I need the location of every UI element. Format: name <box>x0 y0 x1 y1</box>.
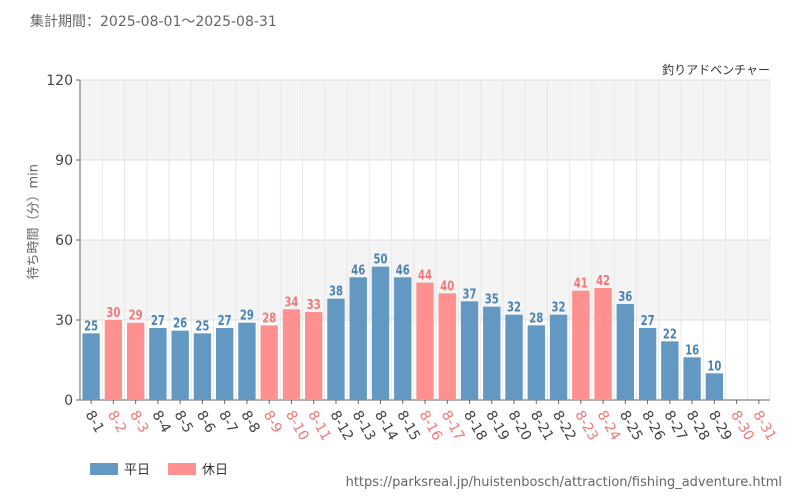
legend-holiday-label: 休日 <box>202 459 228 478</box>
source-url: https://parksreal.jp/huistenbosch/attrac… <box>346 475 782 490</box>
x-tick-label-8-9: 8-9 <box>260 408 285 436</box>
bar-8-14 <box>372 267 389 400</box>
bar-8-16 <box>416 283 433 400</box>
bar-8-26 <box>639 328 656 400</box>
bar-8-10 <box>283 309 300 400</box>
data-label-8-10: 34 <box>284 295 298 310</box>
y-tick-label: 90 <box>55 153 73 169</box>
data-label-8-12: 38 <box>329 285 343 300</box>
data-label-8-17: 40 <box>440 279 454 294</box>
data-label-8-28: 16 <box>685 343 699 358</box>
x-tick-label-8-2: 8-2 <box>104 408 129 436</box>
data-label-8-11: 33 <box>307 298 321 313</box>
data-label-8-15: 46 <box>396 263 410 278</box>
x-tick-label-8-31: 8-31 <box>749 408 779 444</box>
data-label-8-3: 29 <box>129 309 143 324</box>
data-label-8-6: 25 <box>195 319 209 334</box>
bar-8-25 <box>617 304 634 400</box>
legend-weekday: 平日 <box>90 459 150 478</box>
plot-band <box>80 80 770 160</box>
bar-8-3 <box>127 323 144 400</box>
data-label-8-21: 28 <box>529 311 543 326</box>
x-tick-label-8-3: 8-3 <box>126 408 151 436</box>
legend: 平日 休日 <box>90 459 228 478</box>
data-label-8-23: 41 <box>574 277 588 292</box>
wait-time-chart: 0 30 60 90 120 25 8-1 30 8-2 29 8-3 27 8-4 26 8-5 25 8-6… <box>0 0 800 500</box>
data-label-8-4: 27 <box>151 314 165 329</box>
data-label-8-25: 36 <box>618 290 632 305</box>
data-label-8-2: 30 <box>106 306 120 321</box>
bar-8-19 <box>483 307 500 400</box>
y-tick-label: 60 <box>55 233 73 249</box>
data-label-8-29: 10 <box>707 359 721 374</box>
data-label-8-7: 27 <box>218 314 232 329</box>
data-label-8-1: 25 <box>84 319 98 334</box>
bar-8-13 <box>350 277 367 400</box>
data-label-8-26: 27 <box>641 314 655 329</box>
bar-8-7 <box>216 328 233 400</box>
plot-band <box>80 160 770 240</box>
bar-8-11 <box>305 312 322 400</box>
x-tick-label-8-6: 8-6 <box>193 408 218 436</box>
data-label-8-14: 50 <box>373 253 387 268</box>
bar-8-1 <box>82 333 99 400</box>
y-tick-label: 0 <box>64 393 73 409</box>
legend-weekday-swatch <box>90 463 118 475</box>
legend-holiday: 休日 <box>168 459 228 478</box>
data-label-8-20: 32 <box>507 301 521 316</box>
data-label-8-5: 26 <box>173 317 187 332</box>
x-tick-label-8-8: 8-8 <box>237 408 262 436</box>
x-tick-label-8-1: 8-1 <box>82 408 107 436</box>
data-label-8-27: 22 <box>663 327 677 342</box>
bar-8-8 <box>238 323 255 400</box>
bar-8-29 <box>706 373 723 400</box>
bar-8-4 <box>149 328 166 400</box>
data-label-8-18: 37 <box>463 287 477 302</box>
bar-8-12 <box>327 299 344 400</box>
y-tick-label: 30 <box>55 313 73 329</box>
bar-8-9 <box>261 325 278 400</box>
legend-holiday-swatch <box>168 463 196 475</box>
bar-8-23 <box>572 291 589 400</box>
data-label-8-24: 42 <box>596 274 610 289</box>
x-tick-label-8-4: 8-4 <box>148 408 173 436</box>
data-label-8-13: 46 <box>351 263 365 278</box>
x-tick-label-8-7: 8-7 <box>215 408 240 436</box>
bar-8-20 <box>505 315 522 400</box>
legend-weekday-label: 平日 <box>124 459 150 478</box>
bar-8-18 <box>461 301 478 400</box>
bar-8-6 <box>194 333 211 400</box>
bar-8-27 <box>661 341 678 400</box>
data-label-8-8: 29 <box>240 309 254 324</box>
bar-8-24 <box>594 288 611 400</box>
bar-8-17 <box>439 293 456 400</box>
data-label-8-9: 28 <box>262 311 276 326</box>
bar-8-22 <box>550 315 567 400</box>
data-label-8-19: 35 <box>485 293 499 308</box>
bar-8-15 <box>394 277 411 400</box>
x-tick-label-8-5: 8-5 <box>171 408 196 436</box>
bar-8-5 <box>171 331 188 400</box>
y-tick-label: 120 <box>46 73 73 89</box>
bar-8-21 <box>528 325 545 400</box>
bar-8-28 <box>683 357 700 400</box>
data-label-8-16: 44 <box>418 269 432 284</box>
bar-8-2 <box>105 320 122 400</box>
data-label-8-22: 32 <box>552 301 566 316</box>
